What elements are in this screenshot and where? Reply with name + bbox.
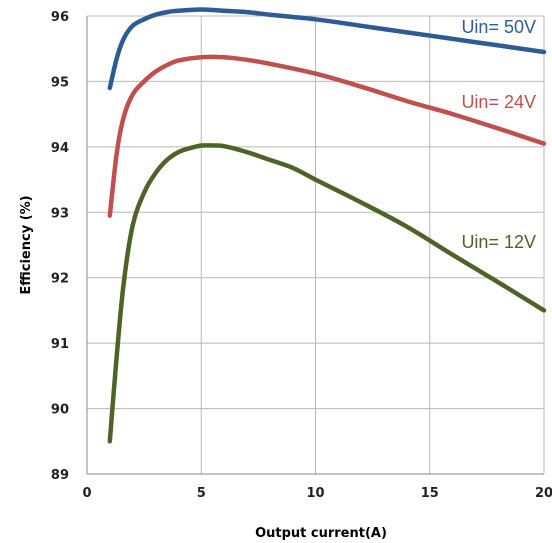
y-tick-label: 91 — [51, 337, 69, 352]
y-tick-label: 94 — [51, 141, 69, 156]
y-tick-label: 93 — [51, 206, 69, 221]
grid — [86, 15, 545, 475]
x-tick-label: 20 — [535, 486, 552, 501]
x-tick-label: 10 — [306, 486, 324, 501]
series-labels: Uin= 50V Uin= 24V Uin= 12V — [461, 17, 536, 252]
series-label-1: Uin= 50V — [461, 17, 536, 37]
y-tick-label: 95 — [51, 75, 69, 90]
series-lines — [107, 7, 547, 444]
x-tick-labels: 0 5 10 15 20 — [82, 486, 552, 501]
series-label-2: Uin= 24V — [461, 92, 536, 112]
series-line-3 — [107, 143, 547, 444]
series-label-3: Uin= 12V — [461, 232, 536, 252]
series-line-2 — [107, 54, 547, 218]
x-tick-label: 0 — [82, 486, 91, 501]
x-tick-label: 5 — [197, 486, 206, 501]
y-tick-label: 92 — [51, 272, 69, 287]
y-axis-label: Efficiency (%) — [19, 195, 34, 294]
y-tick-labels: 89 90 91 92 93 94 95 96 — [51, 10, 69, 483]
y-tick-label: 90 — [51, 403, 69, 418]
x-tick-label: 15 — [421, 486, 439, 501]
y-tick-label: 96 — [51, 10, 69, 25]
series-line-1 — [107, 7, 547, 91]
x-axis-label: Output current(A) — [255, 526, 387, 541]
y-tick-label: 89 — [51, 468, 69, 483]
